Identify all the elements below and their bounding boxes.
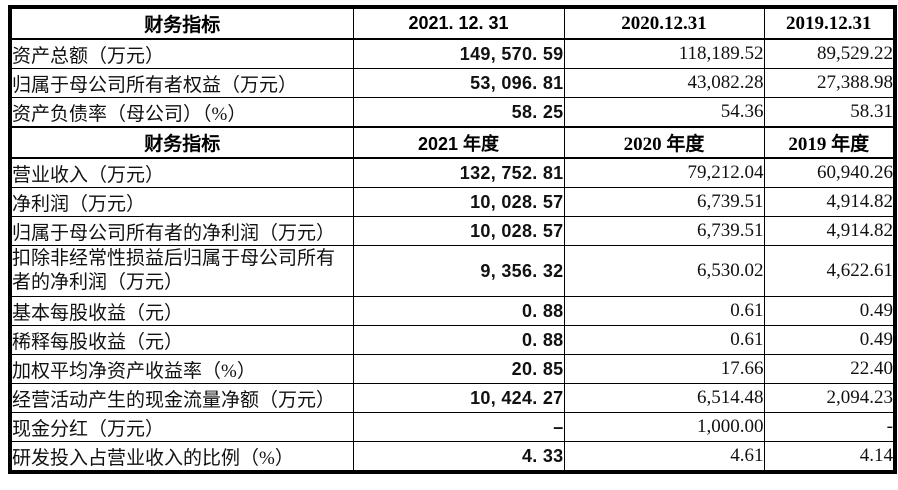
table-row-debt-ratio: 资产负债率（母公司）（%） 58. 25 54.36 58.31: [9, 97, 896, 128]
table-row-deducted-net-profit: 扣除非经常性损益后归属于母公司所有者的净利润（万元） 9, 356. 32 6,…: [9, 245, 896, 297]
table-row-revenue: 营业收入（万元） 132, 752. 81 79,212.04 60,940.2…: [9, 157, 896, 188]
value-2020: 6,739.51: [563, 216, 765, 246]
table-row-diluted-eps: 稀释每股收益（元） 0. 88 0.61 0.49: [9, 325, 896, 355]
indicator-label: 资产负债率（母公司）（%）: [9, 97, 354, 128]
value-2020: 17.66: [563, 354, 765, 384]
value-2021: 149, 570. 59: [352, 38, 565, 69]
value-2021: 10, 028. 57: [352, 187, 565, 217]
value-2020: 6,530.02: [563, 245, 765, 297]
value-2019: -: [763, 412, 896, 442]
indicator-label: 基本每股收益（元）: [9, 296, 354, 326]
value-2020: 6,514.48: [563, 383, 765, 413]
value-2020: 43,082.28: [563, 68, 765, 98]
value-2019: 0.49: [763, 296, 896, 326]
table-row-parent-equity: 归属于母公司所有者权益（万元） 53, 096. 81 43,082.28 27…: [9, 68, 896, 98]
indicator-label: 经营活动产生的现金流量净额（万元）: [9, 383, 354, 413]
value-2019: 4,914.82: [763, 187, 896, 217]
value-2021: 53, 096. 81: [352, 68, 565, 98]
value-2019: 4.14: [763, 441, 896, 473]
value-2020: 79,212.04: [563, 157, 765, 188]
table-row-cash-dividend: 现金分红（万元） – 1,000.00 -: [9, 412, 896, 442]
section2-header-2020-year: 2020 年度: [563, 126, 765, 159]
table-row-parent-net-profit: 归属于母公司所有者的净利润（万元） 10, 028. 57 6,739.51 4…: [9, 216, 896, 246]
value-2021: 58. 25: [352, 97, 565, 128]
indicator-label: 归属于母公司所有者权益（万元）: [9, 68, 354, 98]
indicator-label: 资产总额（万元）: [9, 38, 354, 69]
section2-header-label: 财务指标: [9, 126, 354, 159]
indicator-label: 营业收入（万元）: [9, 157, 354, 188]
indicator-label: 稀释每股收益（元）: [9, 325, 354, 355]
value-2021: 0. 88: [352, 325, 565, 355]
section2-header-row: 财务指标 2021 年度 2020 年度 2019 年度: [9, 126, 896, 159]
value-2019: 58.31: [763, 97, 896, 128]
section2-header-2019-year: 2019 年度: [763, 126, 896, 159]
value-2021: –: [352, 412, 565, 442]
section1-header-2020-12-31: 2020.12.31: [563, 6, 765, 40]
indicator-label: 研发投入占营业收入的比例（%）: [9, 441, 354, 473]
value-2019: 2,094.23: [763, 383, 896, 413]
section2-header-2021-year: 2021 年度: [352, 126, 565, 159]
indicator-label: 归属于母公司所有者的净利润（万元）: [9, 216, 354, 246]
section1-header-2019-12-31: 2019.12.31: [763, 6, 896, 40]
table-row-weighted-roe: 加权平均净资产收益率（%） 20. 85 17.66 22.40: [9, 354, 896, 384]
value-2021: 0. 88: [352, 296, 565, 326]
value-2019: 89,529.22: [763, 38, 896, 69]
value-2019: 22.40: [763, 354, 896, 384]
value-2021: 10, 424. 27: [352, 383, 565, 413]
indicator-label: 净利润（万元）: [9, 187, 354, 217]
value-2020: 0.61: [563, 325, 765, 355]
table-row-total-assets: 资产总额（万元） 149, 570. 59 118,189.52 89,529.…: [9, 38, 896, 69]
value-2019: 4,914.82: [763, 216, 896, 246]
value-2021: 20. 85: [352, 354, 565, 384]
value-2020: 0.61: [563, 296, 765, 326]
table-row-rd-ratio: 研发投入占营业收入的比例（%） 4. 33 4.61 4.14: [9, 441, 896, 473]
value-2019: 27,388.98: [763, 68, 896, 98]
value-2021: 10, 028. 57: [352, 216, 565, 246]
value-2019: 0.49: [763, 325, 896, 355]
value-2019: 4,622.61: [763, 245, 896, 297]
section1-header-2021-12-31: 2021. 12. 31: [352, 6, 565, 40]
section1-header-row: 财务指标 2021. 12. 31 2020.12.31 2019.12.31: [9, 6, 896, 40]
value-2021: 4. 33: [352, 441, 565, 473]
financial-indicators-table: 财务指标 2021. 12. 31 2020.12.31 2019.12.31 …: [8, 5, 897, 474]
indicator-label: 加权平均净资产收益率（%）: [9, 354, 354, 384]
value-2020: 54.36: [563, 97, 765, 128]
value-2020: 4.61: [563, 441, 765, 473]
section1-header-label: 财务指标: [9, 6, 354, 40]
value-2021: 9, 356. 32: [352, 245, 565, 297]
indicator-label: 扣除非经常性损益后归属于母公司所有者的净利润（万元）: [9, 245, 354, 297]
value-2020: 1,000.00: [563, 412, 765, 442]
indicator-label: 现金分红（万元）: [9, 412, 354, 442]
table-row-net-profit: 净利润（万元） 10, 028. 57 6,739.51 4,914.82: [9, 187, 896, 217]
value-2020: 6,739.51: [563, 187, 765, 217]
value-2021: 132, 752. 81: [352, 157, 565, 188]
table-row-basic-eps: 基本每股收益（元） 0. 88 0.61 0.49: [9, 296, 896, 326]
table-row-operating-cash-flow: 经营活动产生的现金流量净额（万元） 10, 424. 27 6,514.48 2…: [9, 383, 896, 413]
value-2020: 118,189.52: [563, 38, 765, 69]
value-2019: 60,940.26: [763, 157, 896, 188]
